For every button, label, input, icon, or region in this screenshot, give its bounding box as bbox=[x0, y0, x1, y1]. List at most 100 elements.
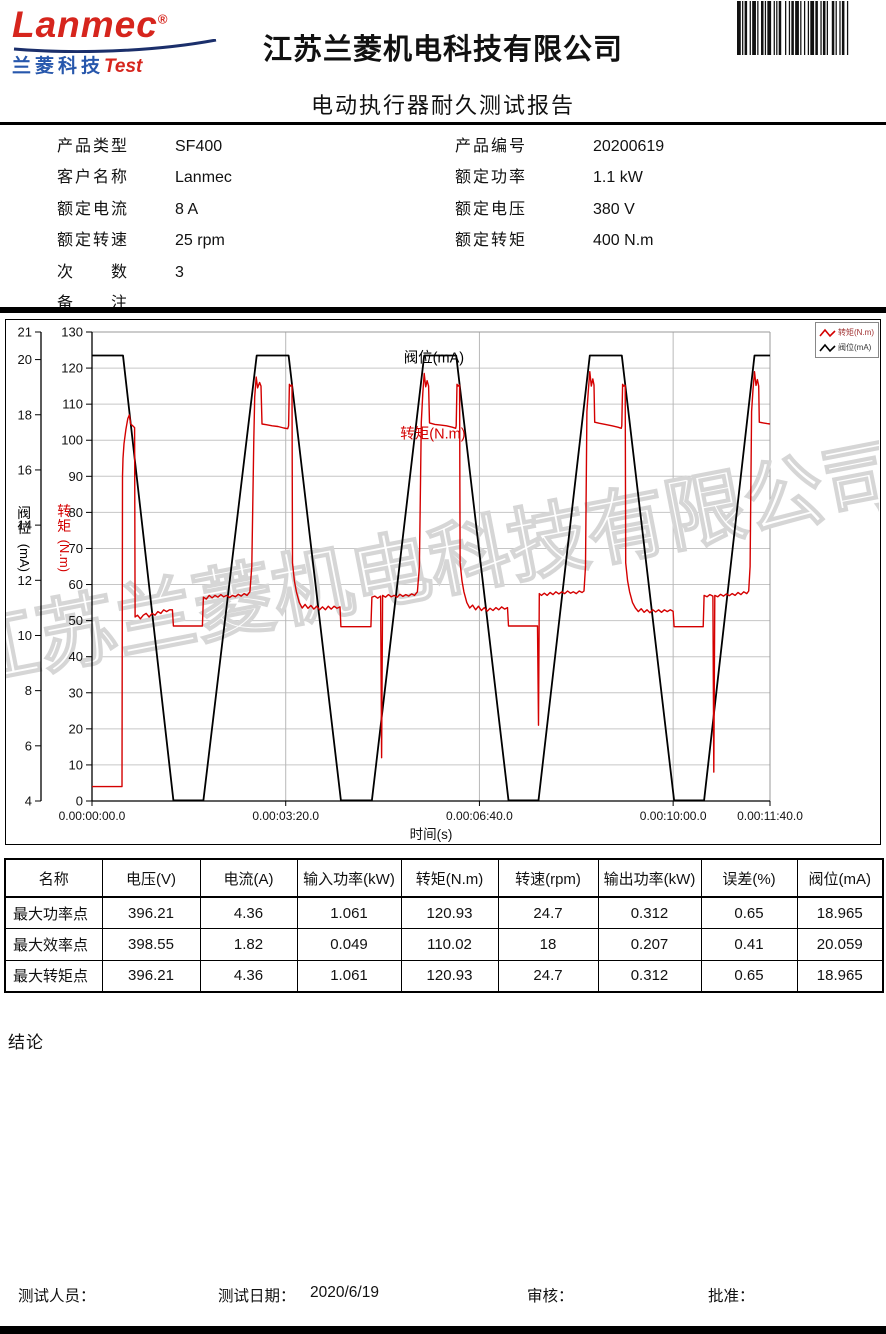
chart-legend: 转矩(N.m) 阀位(mA) bbox=[815, 322, 879, 358]
inner-axis-tick-label: 60 bbox=[69, 577, 83, 592]
info-label: 备注 bbox=[57, 295, 127, 312]
outer-axis-tick-label: 14 bbox=[18, 518, 32, 533]
barcode-icon bbox=[737, 1, 849, 55]
results-table-header-row: 名称 电压(V) 电流(A) 输入功率(kW) 转矩(N.m) 转速(rpm) 输出功率(k… bbox=[4, 858, 884, 898]
results-cell: 最大转矩点 bbox=[4, 959, 103, 992]
results-table-row: 最大转矩点 396.21 4.36 1.061 120.93 24.7 0.312 0.65 1… bbox=[4, 959, 884, 992]
results-cell: 0.65 bbox=[700, 959, 798, 992]
info-row: 额定功率 1.1 kW bbox=[455, 162, 795, 193]
info-value: Lanmec bbox=[175, 169, 232, 187]
results-cell: 18.965 bbox=[796, 959, 884, 992]
company-title: 江苏兰菱机电科技有限公司 bbox=[262, 34, 623, 66]
x-axis-title: 时间(s) bbox=[410, 827, 453, 842]
report-title: 电动执行器耐久测试报告 bbox=[310, 93, 575, 118]
results-header-cell: 阀位(mA) bbox=[796, 858, 884, 898]
results-cell: 18.965 bbox=[796, 896, 884, 929]
results-header-cell: 输入功率(kW) bbox=[296, 858, 402, 898]
results-table-row: 最大功率点 396.21 4.36 1.061 120.93 24.7 0.312 0.65 1… bbox=[4, 896, 884, 929]
date-label: 测试日期： bbox=[218, 1288, 296, 1305]
results-cell: 0.65 bbox=[700, 896, 798, 929]
results-cell: 398.55 bbox=[101, 928, 201, 961]
inner-axis-tick-label: 40 bbox=[69, 649, 83, 664]
results-header-cell: 电压(V) bbox=[101, 858, 201, 898]
results-header-cell: 转速(rpm) bbox=[497, 858, 599, 898]
inner-axis-tick-label: 50 bbox=[69, 613, 83, 628]
info-value: SF400 bbox=[175, 138, 223, 155]
inner-axis-tick-label: 120 bbox=[61, 361, 83, 376]
info-label: 额定电压 bbox=[455, 200, 525, 218]
inner-axis-tick-label: 10 bbox=[69, 757, 83, 772]
legend-label: 阀位(mA) bbox=[838, 343, 872, 352]
info-row: 额定电流 8 A bbox=[57, 194, 397, 225]
results-cell: 0.049 bbox=[296, 928, 402, 961]
results-cell: 1.061 bbox=[296, 896, 402, 929]
results-cell: 120.93 bbox=[400, 959, 499, 992]
inner-axis-tick-label: 70 bbox=[69, 541, 83, 556]
results-header-cell: 电流(A) bbox=[199, 858, 298, 898]
x-axis-tick-label: 0.00:00:00.0 bbox=[59, 809, 126, 823]
results-cell: 0.207 bbox=[597, 928, 702, 961]
results-table: 名称 电压(V) 电流(A) 输入功率(kW) 转矩(N.m) 转速(rpm) 输出功率(k… bbox=[4, 858, 884, 993]
legend-item: 转矩(N.m) bbox=[819, 325, 874, 340]
info-label: 产品编号 bbox=[455, 138, 525, 155]
registered-mark-icon: ® bbox=[157, 11, 169, 27]
results-cell: 最大功率点 bbox=[4, 896, 103, 929]
info-label: 额定电流 bbox=[57, 200, 127, 218]
info-label: 额定功率 bbox=[455, 169, 525, 187]
logo-subtitle-cn: 兰菱科技 bbox=[12, 56, 105, 77]
outer-axis-tick-label: 18 bbox=[18, 407, 32, 422]
watermark-text: 江苏兰菱机电科技有限公司 bbox=[6, 429, 879, 700]
info-value: 400 N.m bbox=[593, 232, 654, 250]
results-cell: 24.7 bbox=[497, 959, 599, 992]
results-table-row: 最大效率点 398.55 1.82 0.049 110.02 18 0.207 0.41 20.… bbox=[4, 928, 884, 961]
info-value: 380 V bbox=[593, 200, 635, 218]
results-header-cell: 输出功率(kW) bbox=[597, 858, 702, 898]
results-cell: 396.21 bbox=[101, 959, 201, 992]
header-divider bbox=[0, 122, 886, 125]
info-row: 产品编号 20200619 bbox=[455, 131, 795, 162]
info-value: 8 A bbox=[175, 200, 199, 218]
legend-item: 阀位(mA) bbox=[819, 340, 874, 355]
legend-line-icon bbox=[819, 343, 836, 352]
tester-label: 测试人员： bbox=[18, 1288, 96, 1305]
info-value: 1.1 kW bbox=[593, 169, 643, 187]
bottom-bar bbox=[0, 1326, 886, 1334]
chart-canvas: 江苏兰菱机电科技有限公司0102030405060708090100110120… bbox=[6, 325, 879, 843]
torque-axis-title: 转矩 (N.m) bbox=[57, 503, 73, 573]
outer-axis-tick-label: 6 bbox=[25, 738, 32, 753]
results-cell: 18 bbox=[497, 928, 599, 961]
logo-swoosh-icon bbox=[13, 39, 217, 53]
results-cell: 1.82 bbox=[199, 928, 298, 961]
logo-subtitle-en: Test bbox=[104, 56, 143, 77]
results-cell: 24.7 bbox=[497, 896, 599, 929]
results-header-cell: 名称 bbox=[4, 858, 103, 898]
x-axis-tick-label: 0.00:11:40.0 bbox=[737, 809, 803, 823]
info-row: 额定转速 25 rpm bbox=[57, 225, 397, 256]
endurance-chart: 江苏兰菱机电科技有限公司 0 10 20 30 40 50 60 70 80 90 100 110 120… bbox=[5, 319, 881, 845]
info-label: 次数 bbox=[57, 263, 127, 281]
info-row: 产品类型 SF400 bbox=[57, 131, 397, 162]
results-cell: 0.312 bbox=[597, 959, 702, 992]
info-label: 额定转速 bbox=[57, 232, 127, 250]
results-cell: 0.41 bbox=[700, 928, 798, 961]
outer-axis-tick-label: 12 bbox=[18, 573, 32, 588]
logo-brand-text: Lanmec® bbox=[12, 4, 169, 45]
results-cell: 4.36 bbox=[199, 896, 298, 929]
outer-axis-tick-label: 8 bbox=[25, 683, 32, 698]
section-divider bbox=[0, 307, 886, 313]
results-cell: 120.93 bbox=[400, 896, 499, 929]
inner-axis-tick-label: 90 bbox=[69, 469, 83, 484]
x-axis-tick-label: 0.00:03:20.0 bbox=[252, 809, 319, 823]
series-annotation: 转矩(N.m) bbox=[400, 425, 465, 442]
series-annotation: 阀位(mA) bbox=[404, 350, 464, 367]
inner-axis-tick-label: 100 bbox=[61, 433, 83, 448]
info-label: 客户名称 bbox=[57, 169, 127, 187]
info-row: 额定电压 380 V bbox=[455, 194, 795, 225]
approver-label: 批准： bbox=[708, 1288, 755, 1305]
conclusion-label: 结论 bbox=[8, 1033, 44, 1052]
results-cell: 1.061 bbox=[296, 959, 402, 992]
outer-axis-tick-label: 10 bbox=[18, 628, 32, 643]
info-label: 产品类型 bbox=[57, 138, 127, 155]
results-header-cell: 转矩(N.m) bbox=[400, 858, 499, 898]
results-cell: 396.21 bbox=[101, 896, 201, 929]
